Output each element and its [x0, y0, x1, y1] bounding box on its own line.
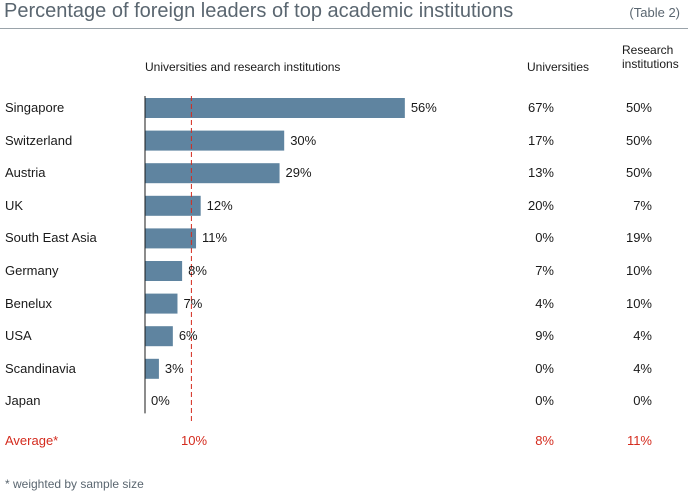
universities-value-japan: 0% [535, 393, 554, 409]
universities-value-singapore: 67% [527, 100, 554, 115]
chart-title: Percentage of foreign leaders of top aca… [4, 0, 514, 22]
research-value-benelux: 10% [625, 295, 652, 311]
research-value-switzerland: 50% [625, 132, 652, 148]
average-label: Average* [5, 433, 59, 448]
row-label-singapore: Singapore [5, 100, 65, 115]
universities-value-uk: 20% [527, 197, 554, 213]
universities-value-germany: 7% [535, 263, 554, 278]
row-label-south-east-asia: South East Asia [5, 230, 97, 246]
bar-germany [145, 261, 183, 281]
universities-value-austria: 13% [527, 165, 554, 181]
bar-value-singapore: 56% [410, 100, 437, 115]
column-header-research: Research institutions [622, 43, 679, 71]
bar-value-usa: 6% [178, 328, 198, 344]
bar-value-germany: 8% [188, 263, 207, 278]
research-value-singapore: 50% [625, 100, 652, 115]
bar-value-benelux: 7% [183, 295, 203, 311]
title-rule [0, 28, 688, 29]
research-value-usa: 4% [633, 328, 652, 344]
research-value-scandinavia: 4% [633, 360, 652, 376]
bar-austria [145, 163, 280, 184]
row-label-switzerland: Switzerland [5, 132, 73, 148]
bar-singapore [145, 98, 405, 118]
average-research-value: 11% [626, 433, 652, 448]
column-header-combined: Universities and research institutions [145, 60, 341, 74]
bar-south-east-asia [145, 228, 197, 249]
row-label-uk: UK [5, 197, 24, 213]
bar-value-switzerland: 30% [290, 132, 317, 148]
row-label-benelux: Benelux [5, 295, 52, 311]
research-value-uk: 7% [633, 197, 652, 213]
bar-benelux [145, 293, 178, 314]
bar-value-uk: 12% [206, 197, 233, 213]
research-value-south-east-asia: 19% [625, 230, 652, 246]
row-label-japan: Japan [5, 393, 41, 409]
research-value-japan: 0% [633, 393, 652, 409]
research-value-germany: 10% [625, 263, 652, 278]
average-combined-value: 10% [181, 433, 208, 448]
row-label-scandinavia: Scandinavia [5, 360, 76, 376]
bar-value-japan: 0% [151, 393, 170, 409]
universities-value-scandinavia: 0% [535, 360, 554, 376]
bar-value-austria: 29% [285, 165, 312, 181]
bar-switzerland [145, 130, 285, 151]
universities-value-usa: 9% [535, 328, 554, 344]
row-label-germany: Germany [5, 263, 59, 278]
average-universities-value: 8% [535, 433, 554, 448]
bar-usa [145, 326, 173, 347]
table-reference: (Table 2) [629, 5, 680, 20]
universities-value-south-east-asia: 0% [535, 230, 554, 246]
bar-value-south-east-asia: 11% [202, 230, 228, 246]
column-header-universities: Universities [527, 60, 590, 74]
universities-value-benelux: 4% [535, 295, 554, 311]
research-value-austria: 50% [625, 165, 652, 181]
footnote: * weighted by sample size [5, 477, 144, 491]
row-label-usa: USA [5, 328, 32, 344]
bar-uk [145, 195, 201, 216]
bar-scandinavia [145, 358, 159, 379]
universities-value-switzerland: 17% [527, 132, 554, 148]
row-label-austria: Austria [5, 165, 46, 181]
bar-value-scandinavia: 3% [164, 360, 184, 376]
